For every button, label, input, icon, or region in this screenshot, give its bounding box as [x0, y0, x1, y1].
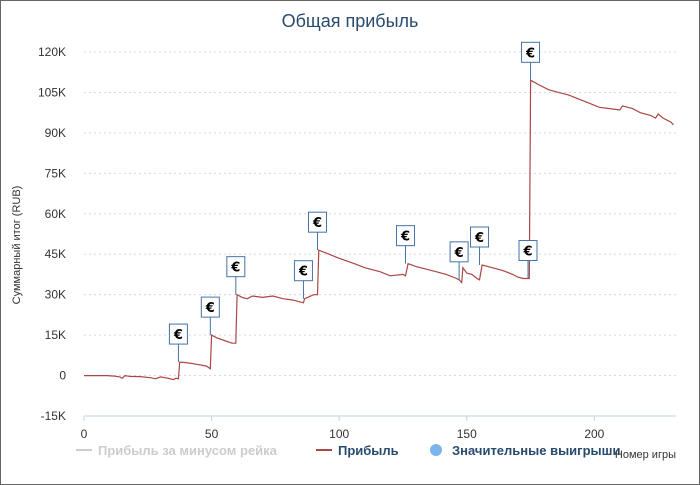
legend-symbol [430, 444, 442, 456]
flag-symbol: € [522, 244, 532, 259]
legend-label: Прибыль за минусом рейка [98, 443, 278, 458]
flag-box [449, 241, 469, 263]
flag-symbol: € [298, 265, 308, 280]
flag-symbol: € [312, 216, 322, 231]
y-tick-label: 30K [45, 288, 66, 302]
y-tick-label: 60K [45, 207, 66, 221]
x-tick-label: 200 [584, 427, 604, 441]
flag-box [293, 260, 313, 282]
grid-lines [84, 51, 676, 417]
flag-symbol: € [400, 230, 410, 245]
y-tick-label: 120K [38, 45, 66, 59]
flag-symbol: € [230, 261, 240, 276]
flag-symbol: € [205, 301, 215, 316]
y-tick-label: -15K [41, 409, 66, 423]
y-tick-label: 45K [45, 247, 66, 261]
big-win-flag[interactable]: € [521, 41, 541, 81]
flag-box [168, 323, 188, 345]
flag-box [226, 256, 246, 278]
big-win-flag[interactable]: € [226, 256, 246, 295]
big-win-flag[interactable]: € [470, 226, 490, 266]
x-tick-label: 150 [457, 427, 477, 441]
y-axis-ticks: -15K 0 15K 30K 45K 60K 75K 90K 105K 120K [38, 45, 66, 423]
flag-box [396, 225, 416, 247]
profit-series-line [84, 79, 674, 381]
big-win-flag[interactable]: € [307, 211, 327, 251]
y-tick-label: 90K [45, 126, 66, 140]
y-tick-label: 75K [45, 166, 66, 180]
flag-box [521, 41, 541, 63]
flag-symbol: € [173, 328, 183, 343]
legend-label: Прибыль [338, 443, 399, 458]
y-tick-label: 105K [38, 85, 66, 99]
flag-box [470, 226, 490, 248]
legend-label: Значительные выигрыши [452, 443, 620, 458]
x-tick-label: 50 [205, 427, 219, 441]
series-lines [84, 79, 674, 381]
flag-box [307, 211, 327, 233]
big-win-flags: € € € € € € € € € € [168, 41, 541, 363]
big-win-flag[interactable]: € [168, 323, 188, 363]
y-tick-label: 15K [45, 328, 66, 342]
chart-title: Общая прибыль [282, 11, 419, 31]
flag-symbol: € [454, 246, 464, 261]
flag-box [518, 239, 538, 261]
y-tick-label: 0 [59, 369, 66, 383]
x-tick-label: 0 [81, 427, 88, 441]
flag-symbol: € [474, 231, 484, 246]
big-win-flag[interactable]: € [293, 260, 313, 299]
big-win-flag[interactable]: € [449, 241, 469, 280]
x-axis-title: Номер игры [615, 449, 676, 461]
flag-box [200, 296, 220, 318]
legend-item[interactable]: Прибыль за минусом рейка [76, 443, 278, 458]
big-win-flag[interactable]: € [518, 239, 538, 279]
flag-symbol: € [525, 46, 535, 61]
legend-item[interactable]: Значительные выигрыши [430, 443, 620, 458]
x-tick-label: 100 [329, 427, 349, 441]
legend: Прибыль за минусом рейка Прибыль Значитель… [76, 443, 620, 458]
big-win-flag[interactable]: € [200, 296, 220, 336]
y-axis-title: Суммарный итог (RUB) [11, 186, 23, 305]
x-axis-ticks: 0 50 100 150 200 [81, 415, 676, 441]
big-win-flag[interactable]: € [396, 225, 416, 264]
legend-item[interactable]: Прибыль [316, 443, 399, 458]
